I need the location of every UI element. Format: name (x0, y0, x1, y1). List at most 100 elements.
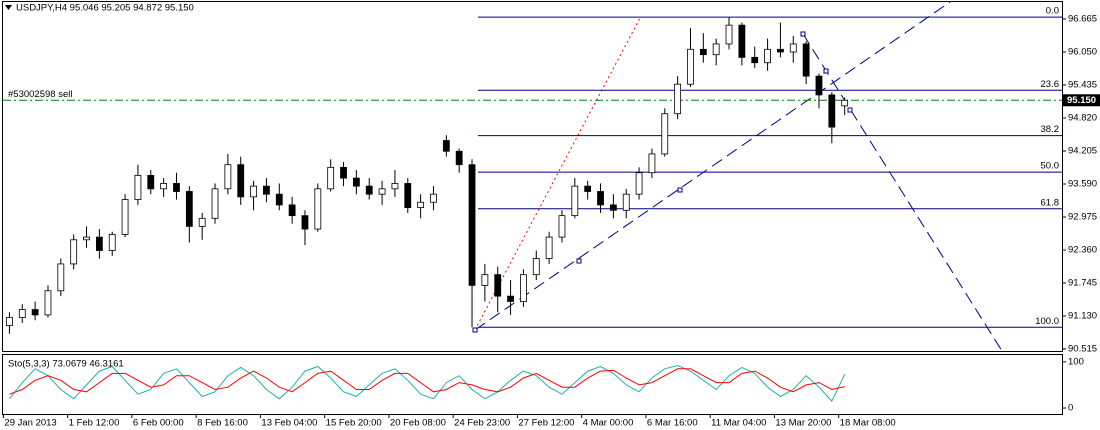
candle-body (95, 236, 103, 251)
candle-body (121, 199, 129, 235)
anchor[interactable] (847, 107, 853, 113)
trend-line (474, 17, 641, 331)
candle-body (314, 188, 322, 230)
anchor[interactable] (576, 258, 582, 264)
fib-label: 0.0 (1046, 6, 1059, 17)
fib-label: 61.8 (1041, 197, 1060, 208)
candle-body (417, 201, 425, 208)
y-tick-label: 92.975 (1068, 212, 1097, 223)
x-tick-label: 15 Feb 20:00 (326, 418, 382, 429)
fib-label: 100.0 (1035, 316, 1059, 327)
candle-body (378, 188, 386, 195)
y-tick-label: 91.745 (1068, 277, 1097, 288)
fib-label: 23.6 (1041, 79, 1060, 90)
order-label: #53002598 sell (8, 89, 72, 100)
y-tick-label: 90.515 (1068, 343, 1097, 354)
candle-body (584, 185, 592, 192)
candle-body (609, 204, 617, 211)
candle-body (507, 295, 514, 302)
candle-body (108, 234, 116, 251)
y-tick-label: 95.435 (1068, 80, 1097, 91)
candle-body (198, 217, 206, 227)
anchor[interactable] (677, 187, 683, 193)
y-tick-label: 0 (1068, 403, 1073, 414)
x-tick-label: 24 Feb 23:00 (454, 418, 510, 429)
anchor[interactable] (800, 31, 806, 37)
candle-body (712, 43, 720, 56)
candle-body (18, 309, 26, 318)
candle-body (352, 177, 360, 187)
candle-body (442, 140, 450, 152)
candle-body (635, 172, 643, 195)
indicator-line (9, 364, 846, 402)
candle-body (327, 166, 335, 190)
x-tick-label: 4 Mar 00:00 (583, 418, 634, 429)
x-tick-label: 29 Jan 2013 (4, 418, 56, 429)
y-tick-label: 91.130 (1068, 310, 1097, 321)
y-tick-label: 100 (1068, 356, 1084, 367)
candle-body (532, 258, 540, 276)
candle-body (494, 274, 502, 297)
candle-body (44, 290, 52, 316)
x-tick-label: 1 Feb 12:00 (69, 418, 120, 429)
chart-title: USDJPY,H4 95.046 95.205 94.872 95.150 (16, 3, 194, 14)
candle-body (83, 236, 90, 241)
candle-body (815, 75, 823, 96)
candle-body (263, 185, 270, 195)
x-tick-label: 8 Feb 16:00 (197, 418, 248, 429)
candle-body (764, 48, 771, 64)
candle-body (777, 48, 784, 53)
y-tick-label: 96.665 (1068, 14, 1097, 25)
candle-body (520, 274, 527, 302)
anchor[interactable] (823, 68, 829, 74)
candle-body (250, 185, 257, 198)
fib-label: 38.2 (1041, 124, 1060, 135)
candle-body (391, 183, 399, 190)
candle-body (70, 239, 78, 265)
candle-body (275, 193, 283, 206)
candle-body (545, 236, 553, 259)
y-tick-label: 94.205 (1068, 146, 1097, 157)
candle-body (57, 263, 65, 292)
candle-body (738, 24, 746, 58)
trend-line (474, 1, 951, 331)
y-tick-label: 93.590 (1068, 179, 1097, 190)
menu-arrow[interactable] (5, 5, 12, 10)
candle-body (648, 153, 656, 174)
candle-body (841, 99, 849, 107)
candle-body (622, 193, 630, 211)
x-tick-label: 27 Feb 12:00 (518, 418, 574, 429)
y-tick-label: 94.820 (1068, 113, 1097, 124)
candle-body (134, 175, 142, 200)
anchor[interactable] (472, 327, 478, 333)
y-tick-label: 92.360 (1068, 245, 1097, 256)
candle-body (828, 94, 836, 128)
price-box (1063, 94, 1100, 107)
candle-body (185, 191, 193, 227)
x-tick-label: 11 Mar 04:00 (711, 418, 766, 429)
trend-line (802, 33, 1003, 352)
price-box-label: 95.150 (1067, 95, 1096, 106)
candle-body (789, 43, 797, 53)
fib-label: 50.0 (1041, 161, 1060, 172)
candle-body (661, 113, 669, 155)
candle-body (571, 185, 579, 217)
candle-body (173, 183, 180, 192)
candle-body (558, 215, 566, 238)
drawings (472, 1, 1003, 352)
candle-body (687, 48, 694, 85)
x-tick-label: 13 Mar 20:00 (775, 418, 831, 429)
candle-body (455, 150, 463, 166)
candle-body (674, 83, 682, 115)
indicator-title: Sto(5,3,3) 73.0679 46.3161 (8, 359, 124, 370)
x-tick-label: 6 Mar 16:00 (647, 418, 698, 429)
candle-body (301, 215, 309, 230)
candle-body (6, 317, 13, 327)
main-panel (2, 1, 1063, 352)
indicator-panel (2, 354, 1063, 415)
x-tick-label: 13 Feb 04:00 (261, 418, 317, 429)
candle-body (237, 164, 245, 198)
candle-body (725, 24, 733, 45)
candle-body (404, 183, 412, 208)
candle-body (430, 193, 437, 203)
